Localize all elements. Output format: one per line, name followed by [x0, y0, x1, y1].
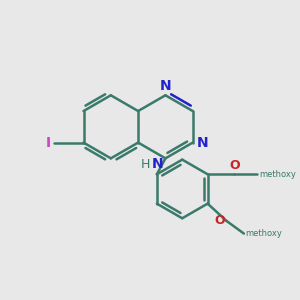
Text: O: O — [229, 158, 240, 172]
Text: H: H — [141, 158, 150, 171]
Text: I: I — [46, 136, 51, 150]
Text: O: O — [214, 214, 225, 226]
Text: methoxy: methoxy — [259, 170, 296, 179]
Text: N: N — [196, 136, 208, 150]
Text: N: N — [152, 158, 164, 172]
Text: methoxy: methoxy — [246, 229, 283, 238]
Text: N: N — [160, 80, 171, 93]
